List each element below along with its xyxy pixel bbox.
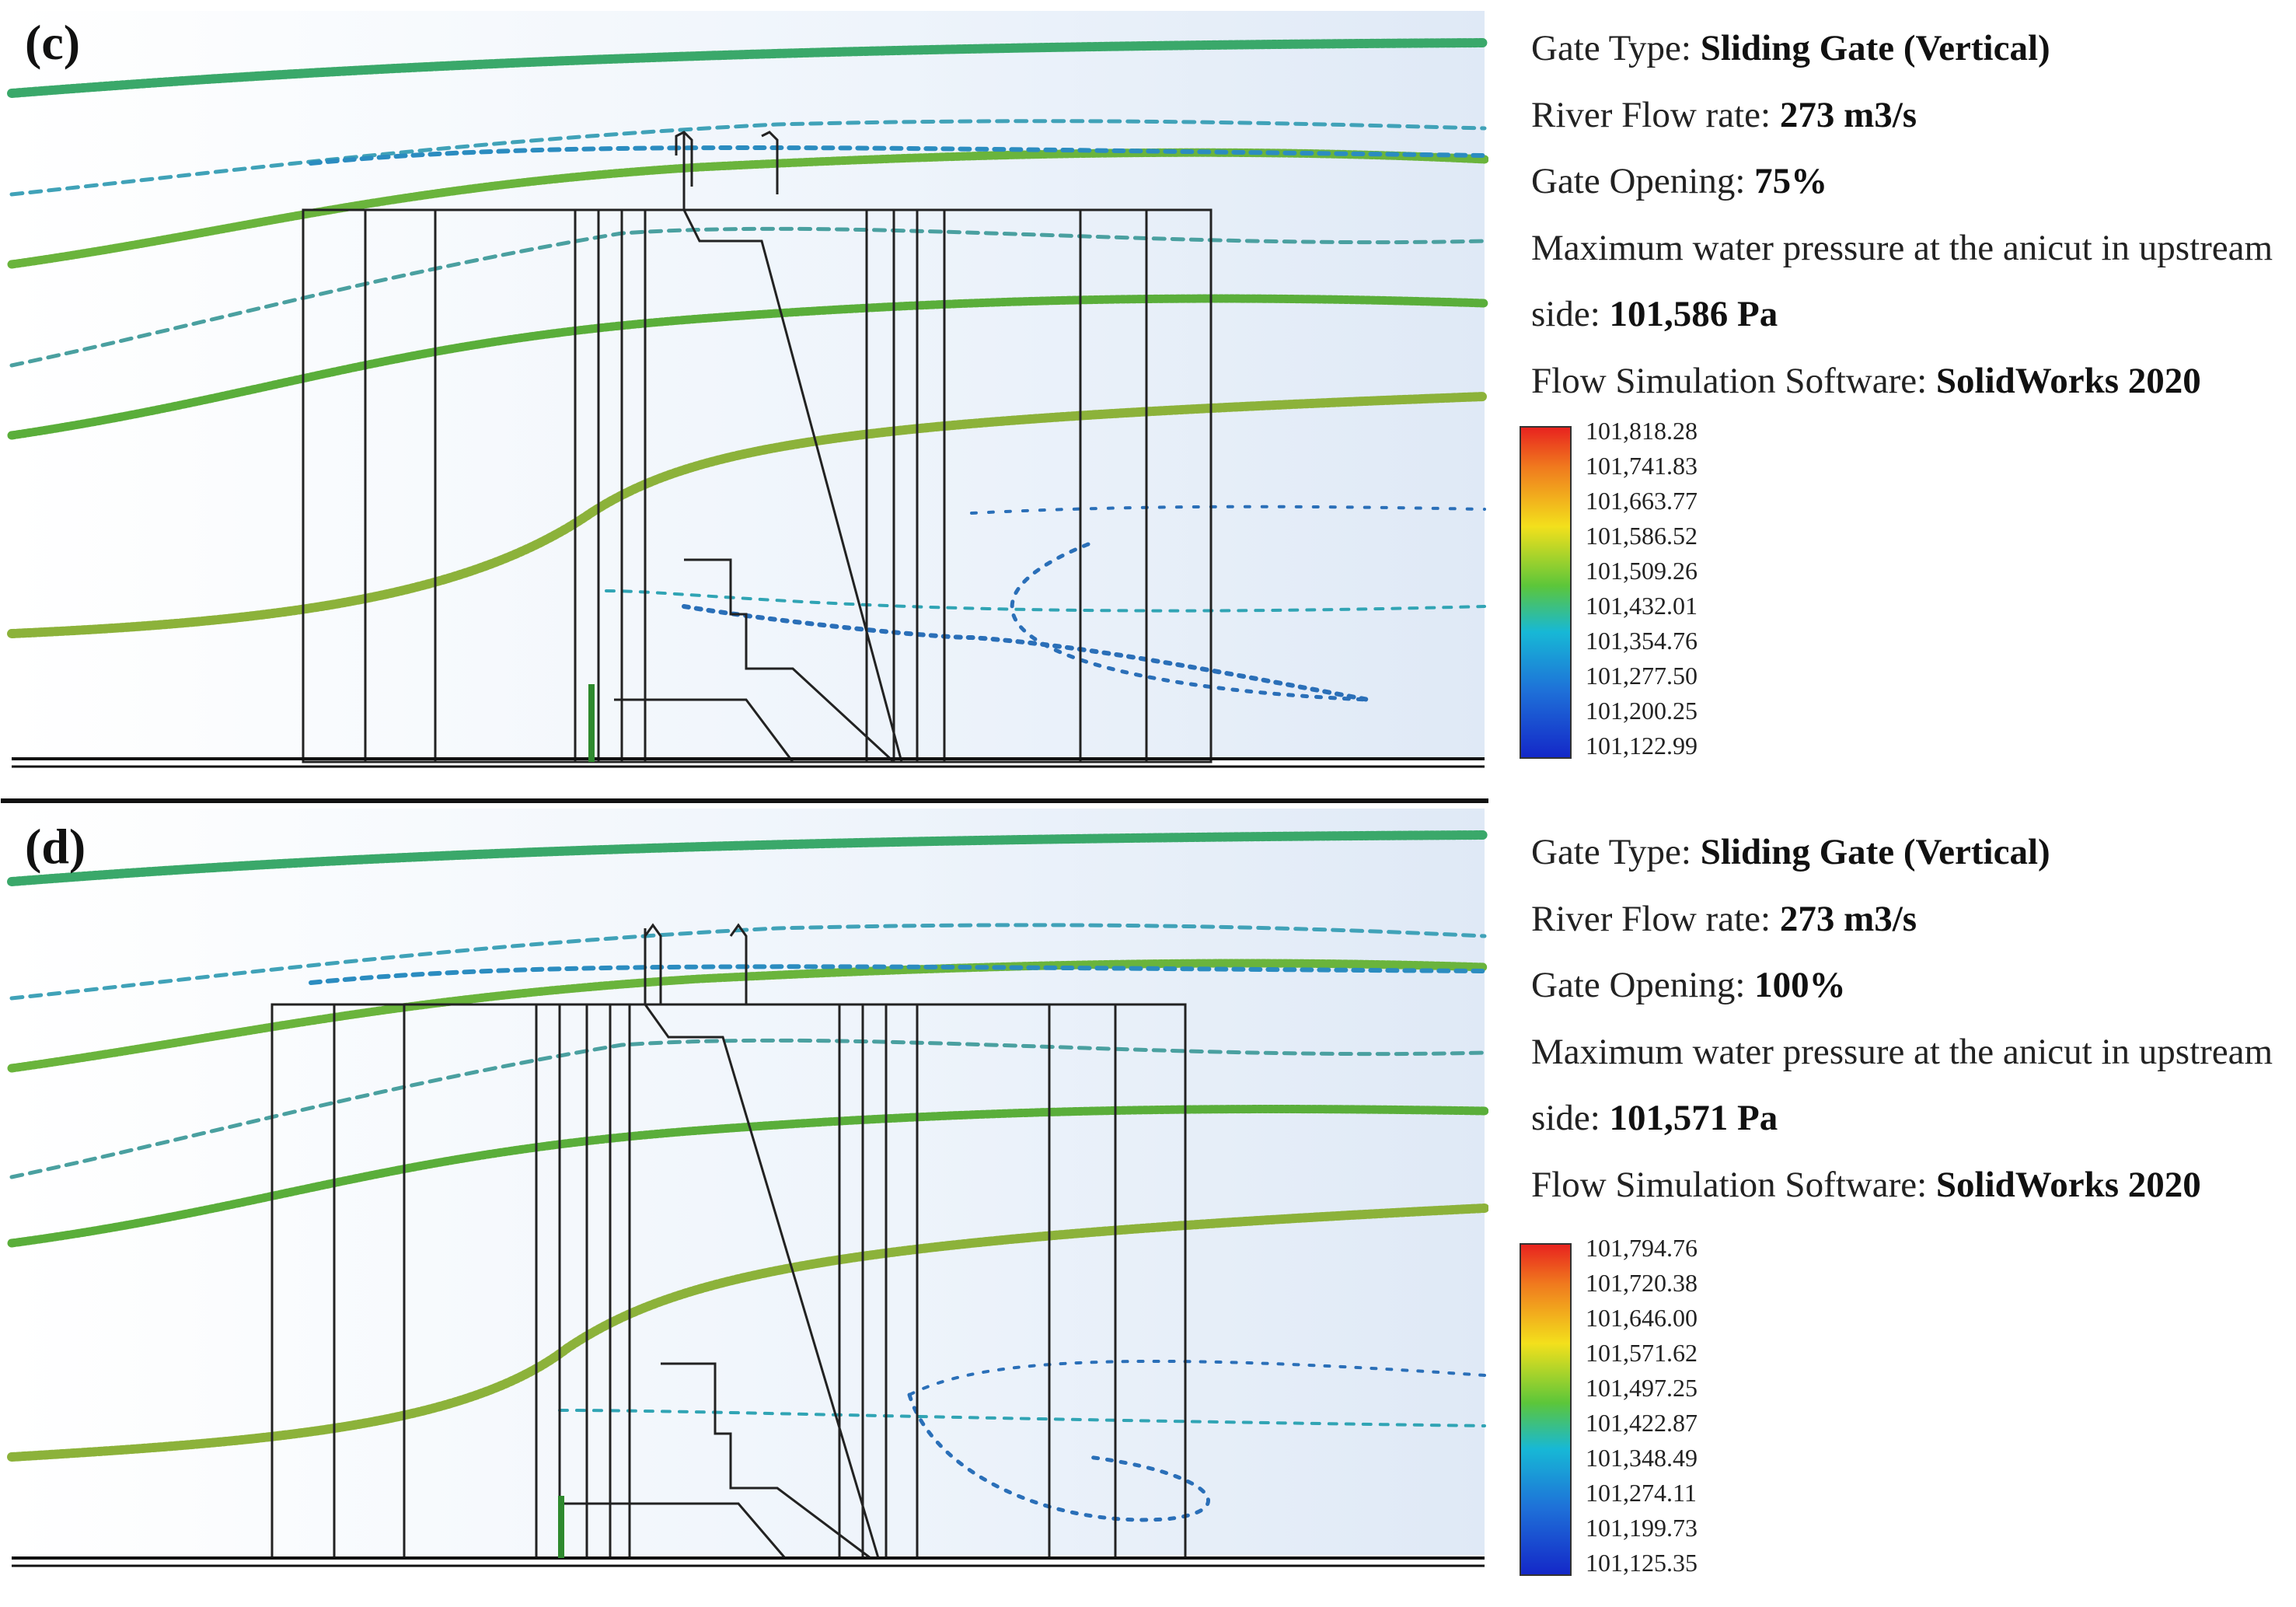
- legend-value: 101,720.38: [1586, 1269, 1698, 1297]
- legend-value: 101,354.76: [1586, 627, 1698, 655]
- gate-body: [684, 558, 895, 763]
- streamline: [682, 604, 1370, 702]
- legend-value: 101,422.87: [1586, 1409, 1698, 1437]
- simulation-panel-d: (d) Gate Type: Sliding Gate (Vertical) R…: [0, 804, 2296, 1607]
- gate-type-line: Gate Type: Sliding Gate (Vertical): [1531, 832, 2050, 872]
- streamline: [7, 392, 1488, 638]
- legend-value: 101,818.28: [1586, 417, 1698, 445]
- streamline: [309, 964, 1487, 985]
- streamline: [9, 923, 1487, 1001]
- gate-body: [661, 1362, 871, 1560]
- streamline: [7, 294, 1488, 440]
- pressure-line: Maximum water pressure at the anicut in …: [1531, 227, 2273, 268]
- flow-simulation-view-c: [1, 11, 1488, 803]
- legend-value: 101,663.77: [1586, 487, 1698, 515]
- gate-hoist: [761, 131, 779, 194]
- legend-value: 101,646.00: [1586, 1304, 1698, 1332]
- panel-label: (c): [25, 15, 81, 70]
- streamline: [7, 1204, 1488, 1462]
- sim-background: [11, 809, 1485, 1555]
- legend-value: 101,794.76: [1586, 1234, 1698, 1262]
- streamline: [907, 1392, 1210, 1522]
- gate-hoist: [675, 131, 693, 187]
- gate-base: [614, 698, 794, 763]
- streamline: [1010, 542, 1370, 702]
- streamline: [908, 1359, 1486, 1396]
- streamline: [309, 145, 1487, 166]
- flow-simulation-view-d: [7, 809, 1488, 1567]
- gate-type-line: Gate Type: Sliding Gate (Vertical): [1531, 28, 2050, 68]
- sim-background: [11, 11, 1485, 757]
- software-line: Flow Simulation Software: SolidWorks 202…: [1531, 1164, 2201, 1205]
- gauge-marker: [588, 684, 595, 762]
- flow-rate-line: River Flow rate: 273 m3/s: [1531, 898, 1917, 939]
- legend-value: 101,741.83: [1586, 452, 1698, 480]
- streamline: [9, 1038, 1487, 1179]
- streamlines: [7, 38, 1488, 702]
- flow-rate-line: River Flow rate: 273 m3/s: [1531, 94, 1917, 135]
- panel-label: (d): [25, 819, 86, 874]
- anicut-structure: [302, 131, 1213, 763]
- pressure-color-scale: [1520, 426, 1572, 759]
- simulation-panel-c: (c) Gate Type: Sliding Gate (Vertical) R…: [0, 0, 2296, 803]
- streamline: [7, 1105, 1488, 1248]
- legend-value: 101,274.11: [1586, 1479, 1697, 1507]
- gauge-marker: [558, 1496, 564, 1558]
- software-line: Flow Simulation Software: SolidWorks 202…: [1531, 360, 2201, 401]
- legend-value: 101,586.52: [1586, 522, 1698, 550]
- legend-value: 101,199.73: [1586, 1514, 1698, 1542]
- streamline: [558, 1409, 1486, 1427]
- legend-value: 101,571.62: [1586, 1339, 1698, 1367]
- info-block: Gate Type: Sliding Gate (Vertical) River…: [1531, 819, 2293, 1218]
- gate-profile: [682, 132, 903, 763]
- gate-hoist: [644, 923, 662, 1004]
- legend-value: 101,497.25: [1586, 1374, 1698, 1402]
- legend-value: 101,348.49: [1586, 1444, 1698, 1472]
- pressure-value-line: side: 101,586 Pa: [1531, 294, 1778, 334]
- legend-value: 101,125.35: [1586, 1549, 1698, 1577]
- streamline: [9, 226, 1487, 368]
- structure-outline: [302, 208, 1213, 763]
- streamline: [7, 959, 1488, 1073]
- pressure-line: Maximum water pressure at the anicut in …: [1531, 1031, 2273, 1072]
- legend-value: 101,200.25: [1586, 697, 1698, 725]
- streamline: [7, 830, 1488, 886]
- pressure-value-line: side: 101,571 Pa: [1531, 1098, 1778, 1138]
- gate-opening-line: Gate Opening: 75%: [1531, 161, 1828, 201]
- legend-value: 101,509.26: [1586, 557, 1698, 585]
- legend-value: 101,277.50: [1586, 662, 1698, 690]
- pressure-color-scale: [1520, 1243, 1572, 1576]
- gate-opening-line: Gate Opening: 100%: [1531, 965, 1846, 1005]
- streamline: [7, 38, 1488, 98]
- legend-value: 101,432.01: [1586, 592, 1698, 620]
- streamline: [9, 119, 1487, 197]
- gate-hoist: [729, 923, 748, 1004]
- streamlines: [7, 830, 1488, 1522]
- legend-value: 101,122.99: [1586, 732, 1698, 760]
- gate-base: [560, 1502, 787, 1559]
- gate-profile: [644, 928, 880, 1559]
- info-block: Gate Type: Sliding Gate (Vertical) River…: [1531, 16, 2293, 414]
- anicut-structure: [270, 923, 1187, 1560]
